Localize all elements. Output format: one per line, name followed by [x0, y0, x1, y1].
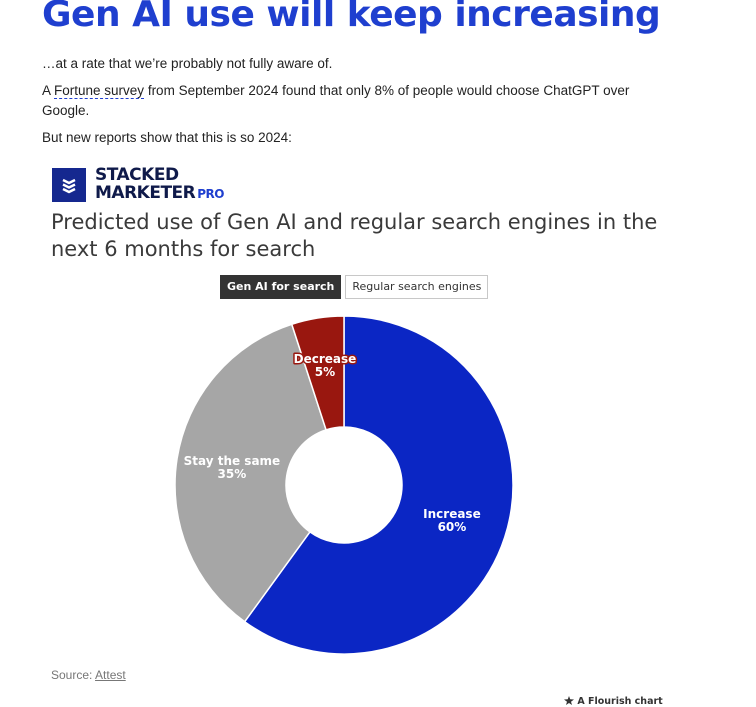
source-prefix: Source:: [51, 668, 96, 682]
intro-line-3: But new reports show that this is so 202…: [42, 130, 292, 145]
logo-line-2-wrap: MARKETER PRO: [95, 184, 224, 203]
tab-regular-search-engines[interactable]: Regular search engines: [345, 275, 489, 299]
slice-labels: Increase 60% Stay the same 35% Decrease 5%: [182, 350, 482, 535]
flourish-credit-text: A Flourish chart: [577, 696, 663, 707]
slice-category-stay-the-same: Stay the same: [184, 454, 281, 468]
fortune-survey-link[interactable]: Fortune survey: [54, 83, 145, 99]
intro-line-2-prefix: A: [42, 83, 55, 98]
logo-wordmark: STACKED MARKETER PRO: [95, 166, 224, 203]
slice-value-stay-the-same: 35%: [218, 467, 247, 481]
chart-title: Predicted use of Gen AI and regular sear…: [51, 210, 658, 261]
donut-slice-stay-the-same[interactable]: [174, 323, 328, 623]
stacked-layers-icon: [52, 168, 86, 202]
donut-slice-decrease[interactable]: [290, 315, 345, 431]
chart-tabs: Gen AI for search Regular search engines: [220, 275, 489, 299]
tab-gen-ai-for-search[interactable]: Gen AI for search: [220, 275, 342, 299]
slice-value-increase: 60%: [438, 520, 467, 534]
intro-line-2: A Fortune survey from September 2024 fou…: [42, 81, 642, 121]
slice-label-decrease: Decrease 5%: [294, 352, 357, 379]
slice-category-increase: Increase: [423, 507, 481, 521]
intro-line-2-suffix: from September 2024 found that only 8% o…: [42, 83, 630, 118]
slice-value-decrease: 5%: [315, 365, 335, 379]
slice-label-increase: Increase 60%: [423, 507, 481, 534]
donut-slice-increase[interactable]: [243, 315, 514, 655]
logo-pro-badge: PRO: [197, 187, 224, 201]
slice-category-decrease: Decrease: [294, 352, 357, 366]
intro-line-1: …at a rate that we’re probably not fully…: [42, 56, 333, 71]
source-attest-link[interactable]: Attest: [95, 668, 126, 682]
logo-line-1: STACKED: [95, 165, 179, 185]
logo-line-2: MARKETER: [95, 183, 196, 203]
flourish-icon: [564, 696, 574, 705]
chart-source: Source: Attest: [51, 668, 126, 682]
page-headline: Gen AI use will keep increasing: [42, 0, 661, 35]
flourish-credit[interactable]: A Flourish chart: [564, 696, 663, 707]
slice-label-stay-the-same: Stay the same 35%: [184, 454, 281, 481]
